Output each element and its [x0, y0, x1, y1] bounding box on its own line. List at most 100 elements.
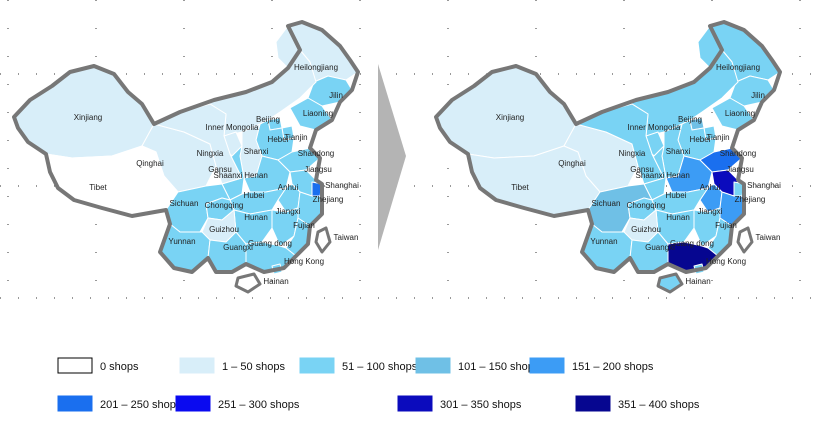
legend-item-4: 101 – 150 shops: [415, 357, 540, 374]
label-tianjin: Tianjin: [284, 133, 307, 142]
label-guangdong: Guang dong: [248, 239, 292, 248]
legend: 0 shops 1 – 50 shops 51 – 100 shops 101 – 1…: [57, 357, 700, 412]
label-shanghai: Shanghai: [747, 181, 781, 190]
label-henan: Henan: [666, 171, 690, 180]
legend-item-2: 1 – 50 shops: [179, 357, 285, 374]
label-guangxi: Guangxi: [223, 243, 253, 252]
label-shaanxi: Shaanxi: [636, 171, 665, 180]
label-hainan: Hainan: [263, 277, 288, 286]
label-shandong: Shandong: [720, 149, 756, 158]
left-map-taiwan-outline: [314, 226, 332, 254]
right-map-country-outline: [434, 20, 782, 274]
label-chongqing: Chongqing: [627, 201, 666, 210]
legend-label: 351 – 400 shops: [618, 399, 700, 411]
label-ningxia: Ningxia: [619, 149, 646, 158]
label-anhui: Anhui: [700, 183, 721, 192]
label-xinjiang: Xinjiang: [74, 113, 102, 122]
province-xinjiang: [435, 65, 577, 159]
province-shaanxi: [643, 145, 667, 201]
label-guangxi: Guangxi: [645, 243, 675, 252]
legend-item-8: 301 – 350 shops: [397, 395, 522, 412]
label-hong-kong: Hong Kong: [284, 257, 324, 266]
label-fujian: Fujian: [715, 221, 737, 230]
label-guizhou: Guizhou: [209, 225, 239, 234]
map-before: Heilongjiang Jilin Liaoning Xinjiang Inner M…: [12, 20, 360, 294]
label-jilin: Jilin: [329, 91, 343, 100]
label-heilongjiang: Heilongjiang: [294, 63, 338, 72]
label-xinjiang: Xinjiang: [496, 113, 524, 122]
legend-label: 151 – 200 shops: [572, 361, 654, 373]
label-shanxi: Shanxi: [244, 147, 269, 156]
label-zhejiang: Zhejiang: [313, 195, 344, 204]
label-qinghai: Qinghai: [136, 159, 164, 168]
label-shanxi: Shanxi: [666, 147, 691, 156]
arrow-icon: [378, 64, 406, 250]
legend-label: 0 shops: [100, 361, 139, 373]
legend-label: 101 – 150 shops: [458, 361, 540, 373]
label-hebei: Hebei: [268, 135, 289, 144]
label-jiangxi: Jiangxi: [698, 207, 723, 216]
legend-swatch: [179, 357, 215, 374]
legend-label: 301 – 350 shops: [440, 399, 522, 411]
left-map-hainan-outline: [234, 272, 262, 294]
legend-item-1: 0 shops: [57, 357, 139, 374]
label-sichuan: Sichuan: [592, 199, 621, 208]
province-xinjiang: [13, 65, 155, 159]
label-jiangxi: Jiangxi: [276, 207, 301, 216]
label-gansu: Gansu: [630, 165, 654, 174]
left-map-country-outline: [12, 20, 360, 274]
right-map-province-labels: Heilongjiang Jilin Liaoning Xinjiang Inner M…: [496, 63, 781, 286]
label-chongqing: Chongqing: [205, 201, 244, 210]
right-map-taiwan-outline: [736, 226, 754, 254]
label-henan: Henan: [244, 171, 268, 180]
legend-item-9: 351 – 400 shops: [575, 395, 700, 412]
label-yunnan: Yunnan: [590, 237, 617, 246]
legend-swatch: [415, 357, 451, 374]
legend-label: 1 – 50 shops: [222, 361, 285, 373]
legend-label: 51 – 100 shops: [342, 361, 418, 373]
label-guizhou: Guizhou: [631, 225, 661, 234]
label-hunan: Hunan: [244, 213, 268, 222]
label-gansu: Gansu: [208, 165, 232, 174]
label-heilongjiang: Heilongjiang: [716, 63, 760, 72]
legend-item-5: 151 – 200 shops: [529, 357, 654, 374]
label-inner-mongolia: Inner Mongolia: [628, 123, 681, 132]
label-hubei: Hubei: [666, 191, 687, 200]
label-hunan: Hunan: [666, 213, 690, 222]
label-jiangsu: Jiangsu: [304, 165, 332, 174]
legend-swatch: [397, 395, 433, 412]
label-anhui: Anhui: [278, 183, 299, 192]
label-taiwan: Taiwan: [756, 233, 781, 242]
label-inner-mongolia: Inner Mongolia: [206, 123, 259, 132]
legend-item-7: 251 – 300 shops: [175, 395, 300, 412]
legend-swatch: [57, 395, 93, 412]
left-map-province-labels: Heilongjiang Jilin Liaoning Xinjiang Inner M…: [74, 63, 359, 286]
legend-label: 201 – 250 shops: [100, 399, 182, 411]
label-shandong: Shandong: [298, 149, 334, 158]
label-beijing: Beijing: [678, 115, 702, 124]
province-shaanxi: [221, 145, 245, 201]
label-guangdong: Guang dong: [670, 239, 714, 248]
label-beijing: Beijing: [256, 115, 280, 124]
label-shanghai: Shanghai: [325, 181, 359, 190]
label-liaoning: Liaoning: [303, 109, 333, 118]
label-jilin: Jilin: [751, 91, 765, 100]
legend-item-6: 201 – 250 shops: [57, 395, 182, 412]
legend-swatch: [529, 357, 565, 374]
label-zhejiang: Zhejiang: [735, 195, 766, 204]
label-hubei: Hubei: [244, 191, 265, 200]
label-shaanxi: Shaanxi: [214, 171, 243, 180]
label-fujian: Fujian: [293, 221, 315, 230]
label-taiwan: Taiwan: [334, 233, 359, 242]
label-hainan: Hainan: [685, 277, 710, 286]
legend-swatch: [57, 357, 93, 374]
label-sichuan: Sichuan: [170, 199, 199, 208]
label-ningxia: Ningxia: [197, 149, 224, 158]
label-jiangsu: Jiangsu: [726, 165, 754, 174]
label-tibet: Tibet: [511, 183, 529, 192]
label-hebei: Hebei: [690, 135, 711, 144]
label-hong-kong: Hong Kong: [706, 257, 746, 266]
label-liaoning: Liaoning: [725, 109, 755, 118]
right-map-hainan-outline: [656, 272, 684, 294]
